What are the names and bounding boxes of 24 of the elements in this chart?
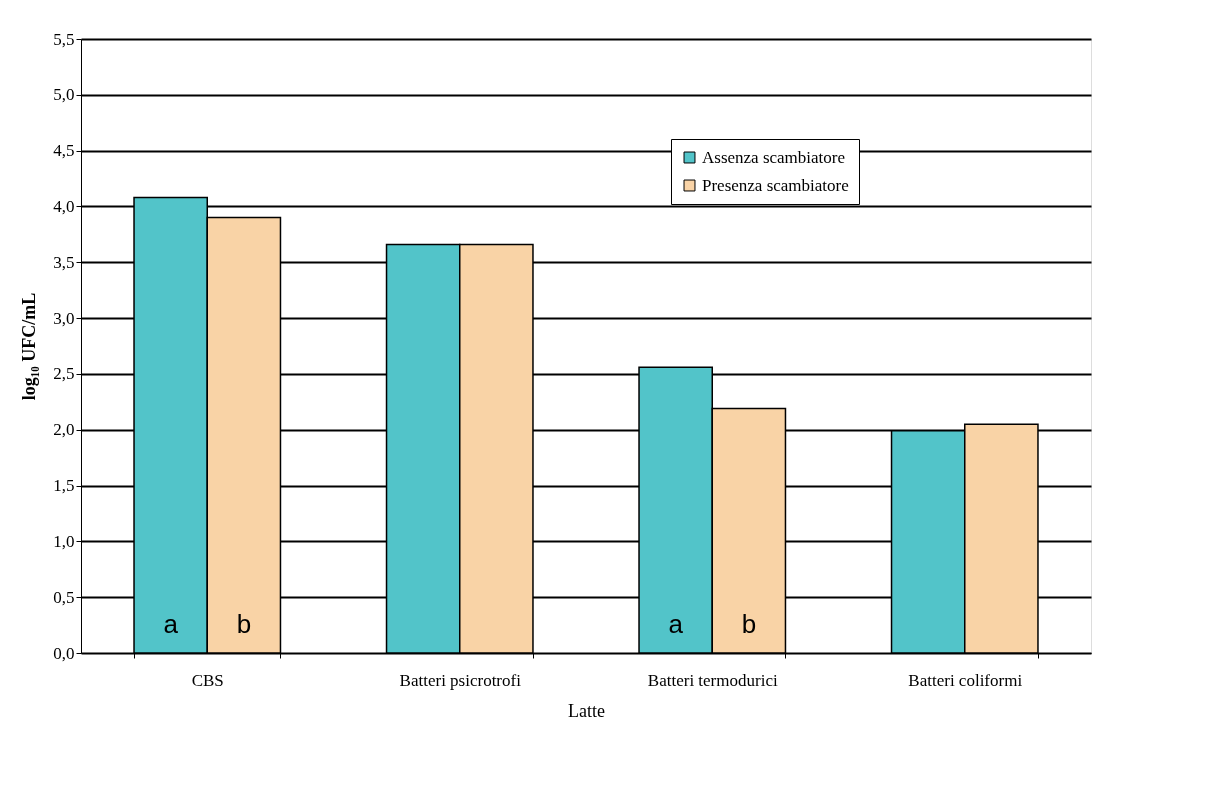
legend-label: Assenza scambiatore (702, 147, 846, 167)
y-tick-label: 0,5 (53, 587, 75, 607)
annotation: a (163, 609, 179, 640)
y-tick-label: 1,0 (53, 531, 75, 551)
annotation: a (668, 609, 684, 640)
y-tick-label: 1,5 (53, 476, 75, 496)
y-tick-label: 4,0 (53, 196, 75, 216)
annotation: b (741, 609, 757, 640)
x-tick-label: Batteri psicrotrofi (399, 670, 522, 690)
x-tick-label: Batteri coliformi (908, 670, 1023, 690)
x-tick-label: CBS (191, 670, 224, 690)
legend-label: Presenza scambiatore (702, 175, 849, 195)
x-axis-title: Latte (568, 700, 605, 721)
y-tick-label: 5,0 (53, 85, 75, 105)
y-tick-label: 4,5 (53, 141, 75, 161)
y-axis-title: log₁₀ UFC/mL (19, 292, 40, 401)
y-tick-label: 2,0 (53, 420, 75, 440)
y-tick-label: 3,5 (53, 252, 75, 272)
y-tick-label: 0,0 (53, 643, 75, 663)
y-tick-label: 3,0 (53, 308, 75, 328)
x-tick-label: Batteri termodurici (647, 670, 778, 690)
y-tick-label: 2,5 (53, 364, 75, 384)
annotation: b (236, 609, 252, 640)
y-tick-label: 5,5 (53, 29, 75, 49)
